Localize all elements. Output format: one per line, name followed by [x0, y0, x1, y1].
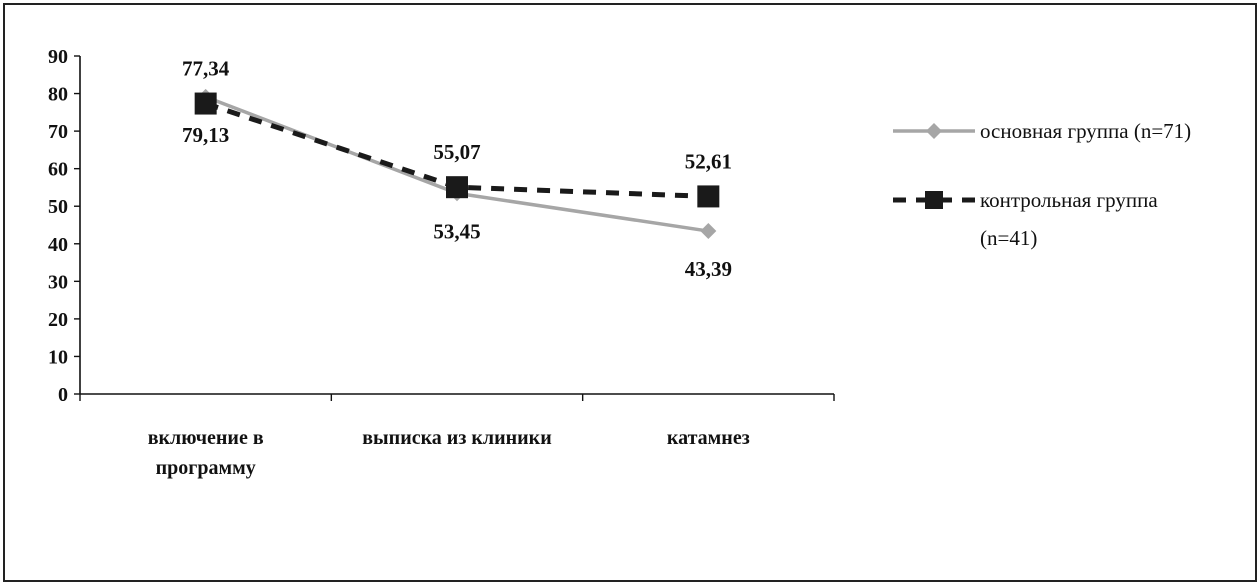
- y-tick-label: 30: [48, 271, 68, 293]
- series-1-point: [700, 223, 717, 240]
- y-tick-label: 10: [48, 346, 68, 368]
- y-axis-ticks: 0 10 20 30 40 50 60 70 80 90: [48, 46, 80, 406]
- x-axis-categories: включение в программу выписка из клиники ка…: [79, 394, 835, 479]
- legend-marker-2: [925, 191, 943, 209]
- data-label-2: 55,07: [433, 140, 480, 164]
- axes: [79, 56, 834, 395]
- y-tick-label: 50: [48, 196, 68, 218]
- y-tick-label: 0: [58, 384, 68, 406]
- y-tick-label: 60: [48, 159, 68, 181]
- data-label-2: 77,34: [182, 57, 230, 81]
- data-label-1: 43,39: [685, 257, 732, 281]
- legend-label-1: основная группа (n=71): [980, 119, 1191, 143]
- y-tick-label: 70: [48, 121, 68, 143]
- y-tick-label: 90: [48, 46, 68, 68]
- y-tick-label: 80: [48, 84, 68, 106]
- data-labels: 79,13 53,45 43,39 77,34 55,07 52,61: [182, 57, 732, 282]
- series-layer: [194, 88, 720, 240]
- legend: основная группа (n=71) контрольная группа…: [893, 119, 1191, 250]
- x-category-label: катамнез: [667, 427, 750, 449]
- series-2-point: [697, 185, 720, 208]
- x-category-label: включение в программу: [148, 427, 264, 479]
- data-label-2: 52,61: [685, 149, 732, 173]
- x-category-label: выписка из клиники: [362, 427, 551, 449]
- y-tick-label: 20: [48, 309, 68, 331]
- series-2-point: [446, 176, 468, 199]
- data-label-1: 53,45: [433, 219, 480, 243]
- legend-label-2: контрольная группа (n=41): [980, 188, 1158, 250]
- legend-marker-1: [926, 123, 942, 139]
- data-label-1: 79,13: [182, 123, 229, 147]
- series-2-point: [194, 92, 217, 115]
- y-tick-label: 40: [48, 234, 68, 256]
